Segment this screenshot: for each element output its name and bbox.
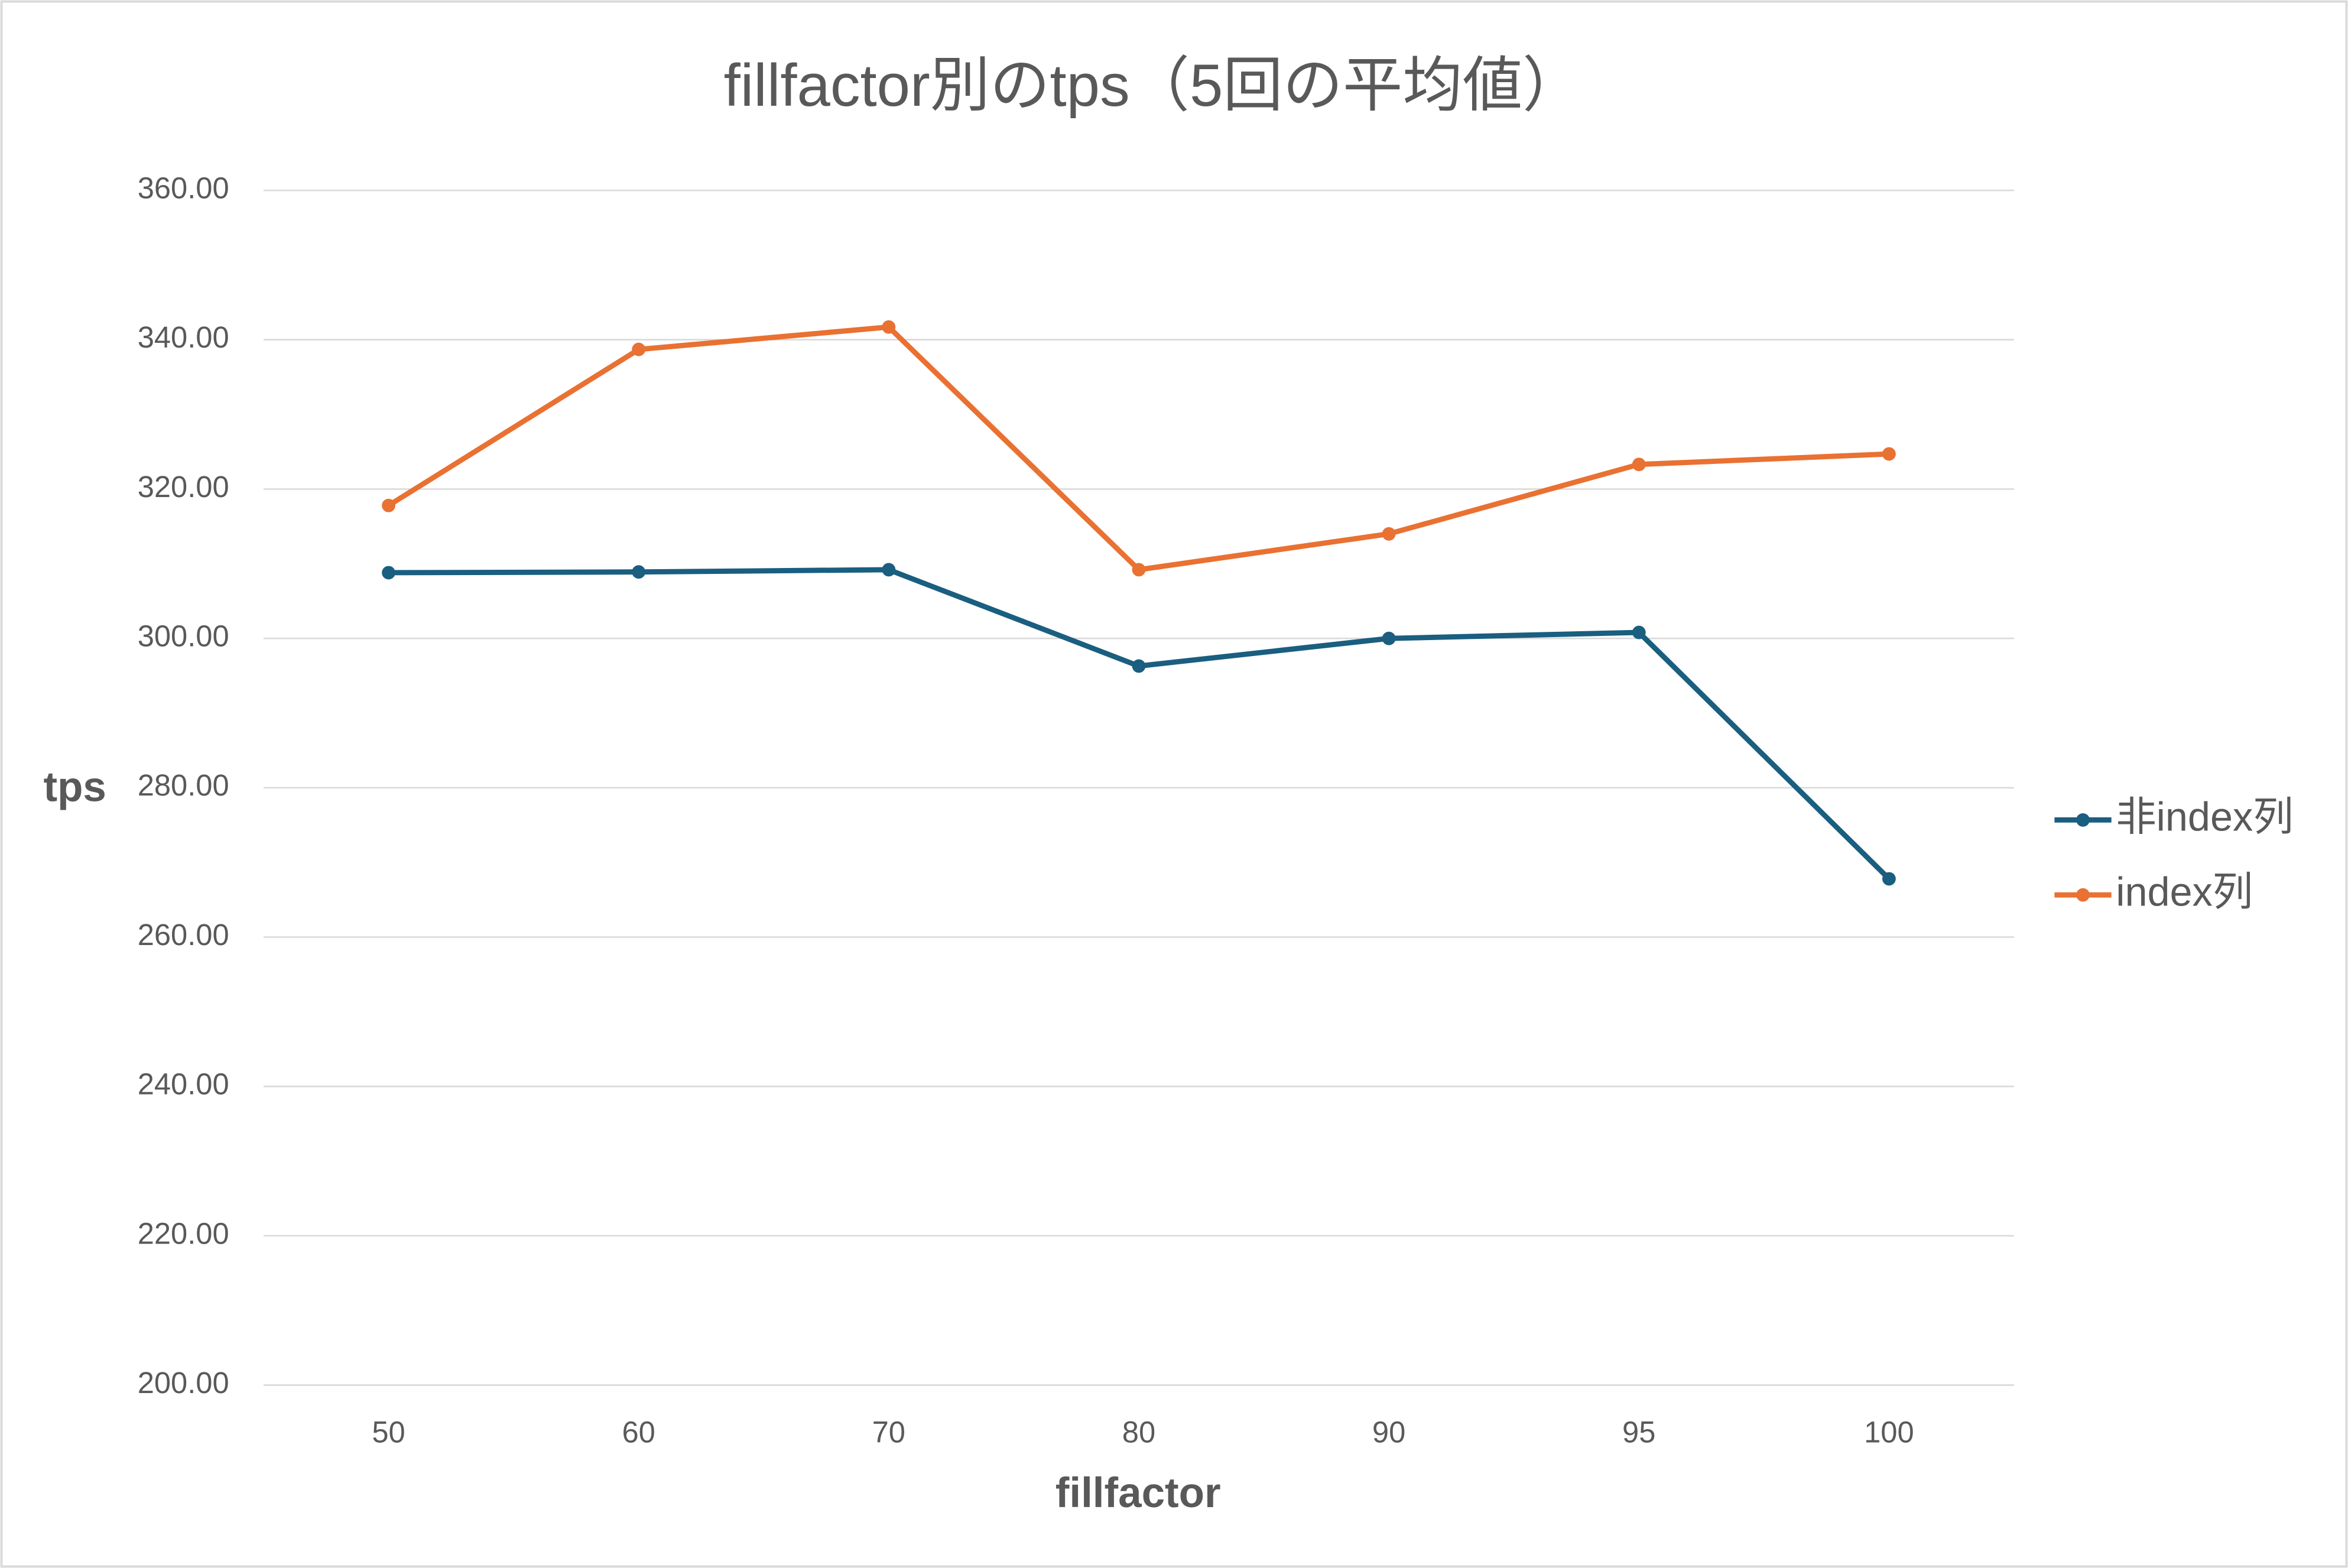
data-point (1632, 625, 1646, 639)
data-point (382, 498, 395, 512)
legend-label: 非index列 (2116, 794, 2293, 839)
data-point (1132, 563, 1146, 577)
x-tick-label: 90 (1372, 1416, 1405, 1449)
legend-marker (2076, 813, 2090, 827)
data-point (882, 320, 896, 334)
data-point (632, 565, 646, 579)
data-point (1382, 527, 1396, 541)
y-tick-label: 240.00 (138, 1067, 229, 1101)
x-tick-label: 60 (622, 1416, 655, 1449)
x-tick-label: 70 (872, 1416, 905, 1449)
data-point (382, 566, 395, 580)
y-tick-label: 320.00 (138, 470, 229, 504)
data-point (1132, 659, 1146, 673)
x-tick-label: 100 (1864, 1416, 1914, 1449)
x-tick-label: 50 (372, 1416, 405, 1449)
y-tick-label: 340.00 (138, 320, 229, 354)
data-point (1882, 447, 1896, 461)
y-tick-label: 300.00 (138, 619, 229, 653)
data-point (1382, 631, 1396, 645)
data-point (882, 563, 896, 577)
y-tick-label: 360.00 (138, 171, 229, 204)
y-tick-label: 220.00 (138, 1216, 229, 1250)
y-tick-label: 280.00 (138, 768, 229, 802)
data-point (1632, 457, 1646, 472)
legend-label: index列 (2116, 869, 2253, 914)
y-axis-label: tps (43, 764, 106, 810)
y-tick-label: 200.00 (138, 1366, 229, 1400)
legend-marker (2076, 888, 2090, 902)
data-point (632, 342, 646, 356)
y-tick-label: 260.00 (138, 918, 229, 952)
data-point (1882, 872, 1896, 886)
x-tick-label: 95 (1622, 1416, 1655, 1449)
chart-title: fillfactor別のtps（5回の平均値） (724, 52, 1583, 119)
x-axis-label: fillfactor (1056, 1470, 1221, 1517)
x-tick-label: 80 (1122, 1416, 1155, 1449)
